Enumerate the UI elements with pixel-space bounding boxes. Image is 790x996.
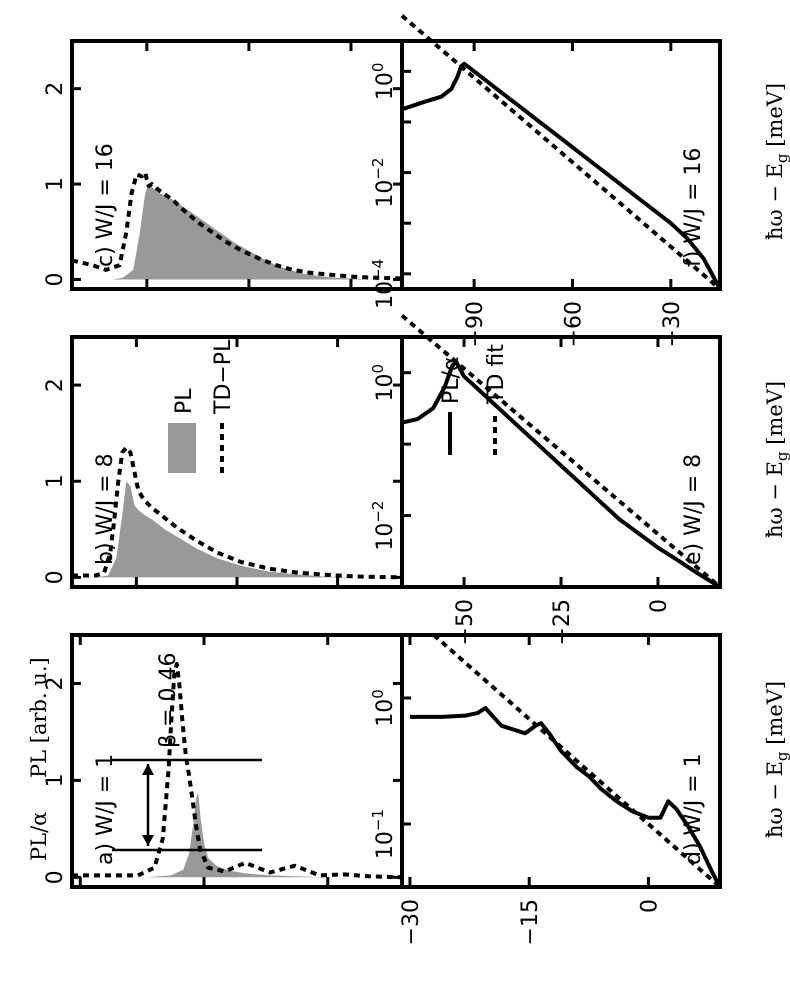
beta-label: β = 0.46 xyxy=(156,653,181,748)
legend-pl-swatch xyxy=(168,423,196,473)
xtick-label-e--50: −50 xyxy=(453,599,478,645)
ytick-label-c-2: 2 xyxy=(43,82,68,96)
panel-b-title: b) W/J = 8 xyxy=(93,453,118,565)
ytick-label-c-1: 1 xyxy=(43,177,68,191)
xtick-label-d--15: −15 xyxy=(518,899,543,945)
series-td-fit-f xyxy=(400,14,722,291)
series-pl-b xyxy=(72,481,402,578)
x-axis-label-d: ħω − Eg [meV] xyxy=(763,681,790,838)
series-td-pl-a xyxy=(72,662,403,880)
ytick-label-f-2: 10−4 xyxy=(369,259,398,309)
series-td-pl-c xyxy=(71,170,403,281)
ytick-label-b-2: 2 xyxy=(43,378,68,392)
ytick-label-a-2: 2 xyxy=(43,676,68,690)
xtick-label-e--25: −25 xyxy=(550,599,575,645)
panel-e-title: e) W/J = 8 xyxy=(681,454,706,565)
series-td-fit-d xyxy=(432,633,722,889)
series-pl-alpha-e xyxy=(401,360,722,589)
xtick-label-f--60: −60 xyxy=(561,301,586,347)
ytick-label-a-1: 1 xyxy=(43,773,68,787)
ytick-label-c-0: 0 xyxy=(43,272,68,286)
series-pl-a xyxy=(72,792,402,878)
series-pl-alpha-d xyxy=(409,706,722,888)
panel-f-title: f) W/J = 16 xyxy=(681,148,706,267)
xtick-label-f--30: −30 xyxy=(660,301,685,347)
x-axis-label-e: ħω − Eg [meV] xyxy=(763,381,790,538)
panel-a-title: a) W/J = 1 xyxy=(93,754,118,865)
xtick-label-e-0: 0 xyxy=(647,599,672,613)
legend-td-pl-label: TD−PL xyxy=(211,339,236,415)
series-pl-c xyxy=(72,184,402,280)
ytick-label-b-1: 1 xyxy=(43,474,68,488)
legend-pl-alpha-label: PL/α xyxy=(439,357,464,404)
legend-td-fit-label: TD fit xyxy=(484,344,509,405)
series-pl-alpha-f xyxy=(401,61,722,290)
xtick-label-f--90: −90 xyxy=(463,301,488,347)
ratio-axis-label: PL/α xyxy=(27,812,51,861)
ytick-label-d-1: 10−1 xyxy=(369,809,398,859)
xtick-label-d-0: 0 xyxy=(637,899,662,913)
panel-f-frame xyxy=(400,39,722,291)
x-axis-label-f: ħω − Eg [meV] xyxy=(763,83,790,240)
legend-pl-label: PL xyxy=(172,388,197,414)
ytick-label-e-0: 100 xyxy=(369,364,398,402)
ytick-label-e-1: 10−2 xyxy=(369,501,398,551)
panel-d-title: d) W/J = 1 xyxy=(681,753,706,865)
pl-axis-label: PL [arb. u.] xyxy=(27,657,51,778)
ytick-label-d-0: 100 xyxy=(369,689,398,727)
ytick-label-a-0: 0 xyxy=(43,870,68,884)
ytick-label-f-0: 100 xyxy=(369,63,398,101)
ytick-label-f-1: 10−2 xyxy=(369,158,398,208)
panel-c-title: c) W/J = 16 xyxy=(93,143,118,267)
ytick-label-b-0: 0 xyxy=(43,570,68,584)
xtick-label-d--30: −30 xyxy=(399,899,424,945)
series-td-fit-e xyxy=(400,314,722,589)
panel-d-frame xyxy=(400,633,722,889)
beta-annotation xyxy=(112,758,262,852)
